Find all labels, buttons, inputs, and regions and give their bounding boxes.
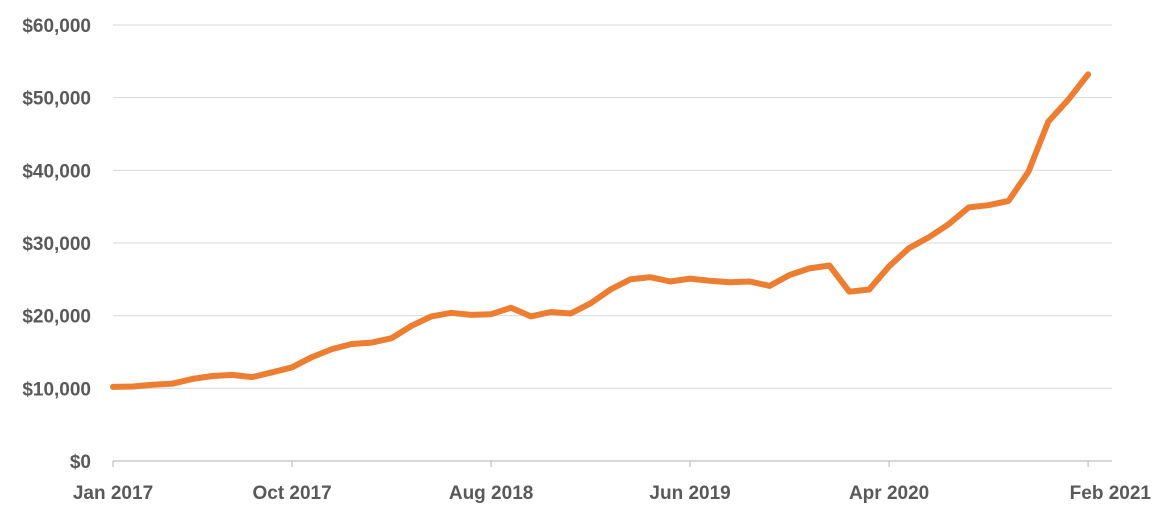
gridlines [113,24,1112,389]
data-point [289,364,295,370]
series-layer [110,71,1092,390]
data-point [508,305,514,311]
data-point [269,369,275,375]
y-tick-label: $40,000 [22,161,91,182]
y-tick-label: $60,000 [22,16,91,37]
data-point [409,323,415,329]
data-point [548,309,554,315]
data-point [448,310,454,316]
data-point [946,221,952,227]
y-tick-label: $50,000 [22,89,91,110]
x-axis-labels: Jan 2017 Oct 2017 Aug 2018 Jun 2019 Apr 2020… [73,483,1152,504]
data-point [1045,119,1051,125]
y-tick-label: $20,000 [22,307,91,328]
data-point [488,311,494,317]
data-point [170,381,176,387]
data-point [150,382,156,388]
data-point [886,263,892,269]
x-axis [112,460,1112,467]
x-tick-label: Feb 2021 [1070,483,1152,504]
data-point [210,373,216,379]
data-point [846,289,852,295]
data-point [1085,71,1091,77]
data-point [707,278,713,284]
data-point [807,265,813,271]
data-point [1025,169,1031,175]
data-point [349,341,355,347]
data-point [428,313,434,319]
data-point [787,272,793,278]
data-point [647,274,653,280]
x-tick-label: Jan 2017 [73,483,153,504]
series-line [110,71,1092,390]
data-point [687,276,693,282]
data-point [906,245,912,251]
data-point [986,202,992,208]
data-point [309,354,315,360]
data-point [528,313,534,319]
y-tick-label: $30,000 [22,234,91,255]
data-point [568,311,574,317]
data-point [1065,97,1071,103]
data-point [747,279,753,285]
y-axis-labels: $0 $10,000 $20,000 $30,000 $40,000 $50,000 $60… [22,16,91,473]
data-point [727,279,733,285]
data-point [1006,198,1012,204]
data-point [608,287,614,293]
data-point [966,204,972,210]
data-point [926,234,932,240]
data-point [866,287,872,293]
y-tick-label: $0 [70,452,91,473]
data-point [588,300,594,306]
data-point [826,263,832,269]
data-point [130,384,136,390]
data-point [229,372,235,378]
x-tick-label: Oct 2017 [252,483,331,504]
data-point [667,279,673,285]
data-point [369,340,375,346]
data-point [767,283,773,289]
y-tick-label: $10,000 [22,379,91,400]
data-point [627,276,633,282]
x-tick-label: Aug 2018 [449,483,533,504]
data-point [110,384,116,390]
data-point [389,335,395,341]
data-point [329,346,335,352]
data-point [468,312,474,318]
x-tick-label: Jun 2019 [649,483,730,504]
data-point [190,376,196,382]
x-tick-label: Apr 2020 [849,483,929,504]
data-point [249,374,255,380]
